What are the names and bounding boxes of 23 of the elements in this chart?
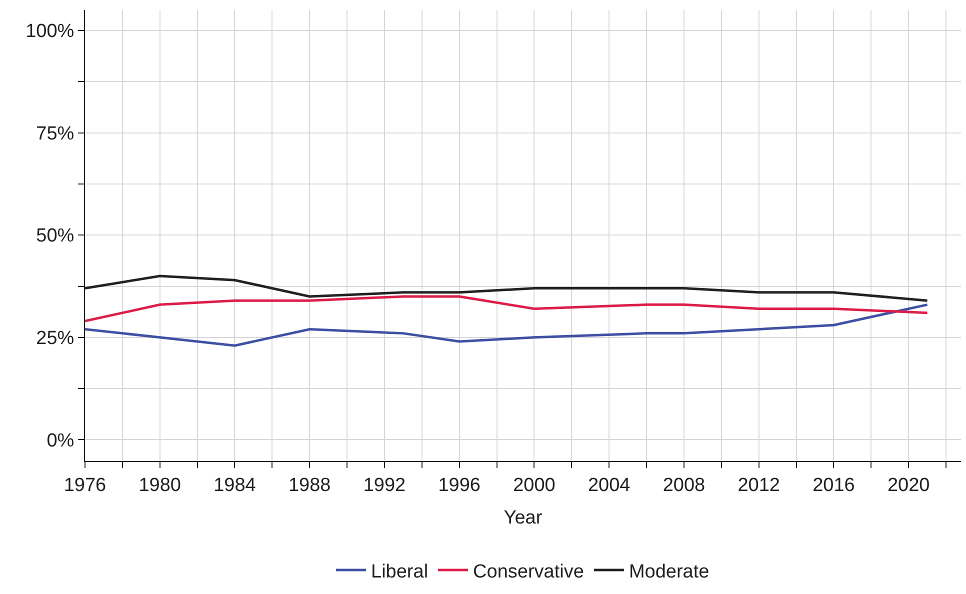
y-tick-label: 0% bbox=[46, 430, 74, 452]
x-tick-label: 2008 bbox=[662, 474, 706, 496]
x-tick-label: 1992 bbox=[363, 474, 406, 496]
x-tick-label: 1980 bbox=[138, 474, 182, 496]
y-tick-label: 25% bbox=[36, 328, 74, 350]
line-series bbox=[85, 295, 929, 322]
x-tick-label: 1988 bbox=[288, 474, 331, 496]
x-tick-label: 2020 bbox=[887, 474, 930, 496]
legend-label: Moderate bbox=[628, 561, 710, 582]
x-tick-label: 2004 bbox=[588, 474, 631, 496]
x-tick-label: 2012 bbox=[738, 474, 780, 496]
x-tick-label: 2000 bbox=[513, 474, 556, 496]
y-tick-label: 75% bbox=[36, 123, 74, 144]
x-tick-label: 1976 bbox=[64, 474, 106, 496]
x-tick-label: 1984 bbox=[214, 474, 256, 496]
legend-label: Liberal bbox=[371, 561, 428, 582]
legend-label: Conservative bbox=[473, 561, 584, 582]
x-tick-label: 1996 bbox=[438, 474, 480, 496]
y-tick-label: 100% bbox=[26, 21, 74, 42]
x-axis-title: Year bbox=[504, 508, 543, 529]
x-tick-label: 2016 bbox=[812, 474, 855, 496]
line-series bbox=[85, 303, 929, 347]
y-tick-label: 50% bbox=[36, 226, 74, 247]
